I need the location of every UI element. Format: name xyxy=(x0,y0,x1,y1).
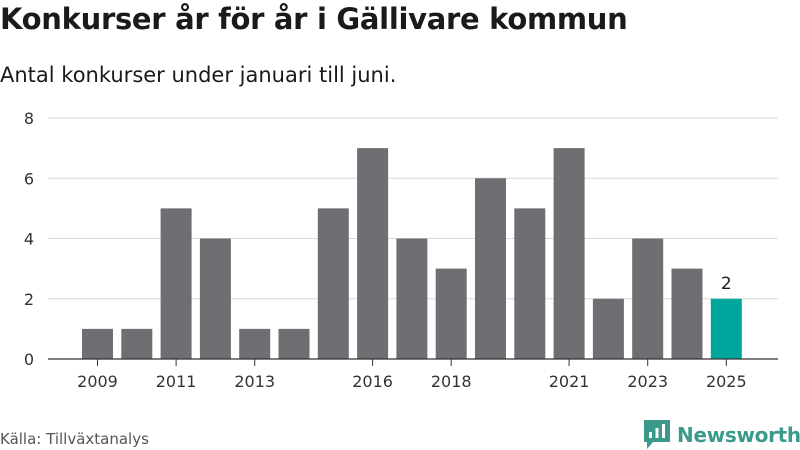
y-tick-label: 4 xyxy=(24,230,34,249)
data-label: 2 xyxy=(721,274,732,294)
x-tick-label: 2025 xyxy=(706,372,747,391)
bar-chart: 0 2 4 6 8 2 2009 2011 2013 2016 2018 2021 2023 2025 xyxy=(24,109,778,391)
bar xyxy=(710,298,742,359)
bar xyxy=(396,238,428,359)
bar xyxy=(317,208,349,359)
bar xyxy=(514,208,546,359)
newsworthy-logo-icon xyxy=(644,420,670,449)
bar xyxy=(199,238,231,359)
y-tick-label: 6 xyxy=(24,169,34,188)
bar xyxy=(671,268,703,359)
bar xyxy=(239,328,271,359)
chart-subtitle: Antal konkurser under januari till juni. xyxy=(0,63,397,87)
brand-name: Newsworthy xyxy=(677,423,800,447)
chart-title: Konkurser år för år i Gällivare kommun xyxy=(0,2,628,36)
x-tick-label: 2016 xyxy=(352,372,393,391)
source-note: Källa: Tillväxtanalys xyxy=(0,430,149,448)
x-tick-label: 2013 xyxy=(234,372,275,391)
x-tick-label: 2011 xyxy=(156,372,197,391)
bar xyxy=(82,328,113,359)
x-tick-label: 2021 xyxy=(549,372,590,391)
bar xyxy=(160,208,192,359)
bar xyxy=(357,148,389,359)
x-tick-label: 2009 xyxy=(77,372,118,391)
y-tick-label: 2 xyxy=(24,290,34,309)
y-tick-label: 0 xyxy=(24,350,34,369)
bar xyxy=(121,328,153,359)
x-tick-label: 2018 xyxy=(431,372,472,391)
bar xyxy=(553,148,585,359)
bar xyxy=(475,178,506,359)
x-tick-label: 2023 xyxy=(627,372,668,391)
bar xyxy=(278,328,310,359)
brand-logo: Newsworthy xyxy=(644,420,800,450)
bar xyxy=(592,298,624,359)
y-tick-label: 8 xyxy=(24,109,34,128)
bar xyxy=(435,268,467,359)
bar xyxy=(632,238,664,359)
